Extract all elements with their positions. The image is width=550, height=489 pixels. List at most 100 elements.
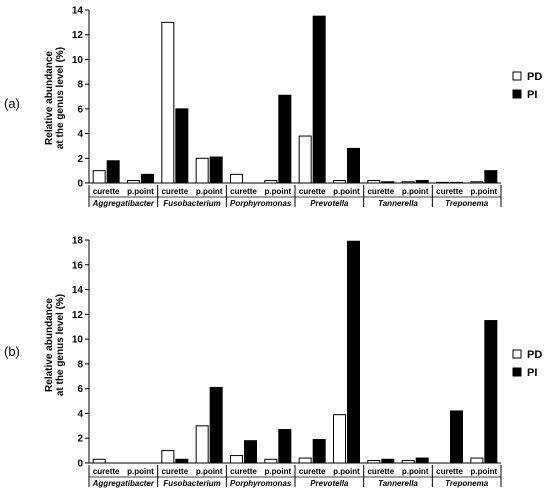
bar-pd-ppoint bbox=[127, 180, 140, 184]
genus-label: Treponema bbox=[445, 479, 489, 488]
bar-pi-curette bbox=[381, 458, 395, 464]
y-tick-label: 18 bbox=[72, 236, 84, 247]
x-category-label: curette bbox=[161, 467, 188, 476]
genus-label: Porphyromonas bbox=[230, 199, 292, 208]
y-tick-label: 4 bbox=[77, 409, 83, 420]
genus-label: Fusobacterium bbox=[163, 199, 220, 208]
legend-label-pi: PI bbox=[527, 367, 537, 379]
bar-pd-curette bbox=[367, 180, 381, 184]
bar-pi-ppoint bbox=[347, 240, 360, 464]
legend-label-pd: PD bbox=[527, 349, 542, 361]
x-category-label: p.point bbox=[196, 187, 223, 196]
bar-pi-curette bbox=[381, 181, 395, 184]
y-tick-label: 2 bbox=[77, 154, 83, 165]
x-category-label: curette bbox=[367, 467, 394, 476]
bar-pd-ppoint bbox=[470, 181, 484, 184]
x-category-label: curette bbox=[230, 187, 257, 196]
y-tick-label: 6 bbox=[77, 384, 83, 395]
bar-pd-curette bbox=[161, 450, 175, 464]
bar-pd-ppoint bbox=[401, 181, 415, 184]
y-tick-label: 14 bbox=[72, 285, 84, 296]
bar-pi-curette bbox=[175, 108, 189, 184]
x-category-label: p.point bbox=[402, 467, 429, 476]
x-category-label: p.point bbox=[333, 467, 360, 476]
bar-pd-curette bbox=[298, 457, 312, 464]
y-axis-title-line: at the genus level (%) bbox=[55, 294, 66, 396]
y-axis-title: Relative abundanceat the genus level (%) bbox=[44, 294, 66, 396]
x-category-label: curette bbox=[436, 187, 463, 196]
bar-pi-curette bbox=[244, 440, 257, 464]
bar-pd-curette bbox=[230, 173, 243, 184]
bar-pd-curette bbox=[161, 21, 175, 184]
y-tick-label: 12 bbox=[72, 30, 84, 41]
bar-pd-ppoint bbox=[470, 457, 484, 464]
bar-pi-curette bbox=[450, 410, 463, 464]
chart-panel-b: (b) Relative abundanceat the genus level … bbox=[4, 236, 542, 489]
bar-pi-ppoint bbox=[278, 429, 292, 464]
bar-pi-ppoint bbox=[209, 386, 223, 464]
bar-pi-curette bbox=[312, 15, 326, 184]
legend-label-pi: PI bbox=[527, 89, 537, 101]
legend-swatch-pd bbox=[512, 71, 522, 81]
bar-pi-ppoint bbox=[278, 94, 292, 184]
y-tick-label: 6 bbox=[77, 104, 83, 115]
genus-label: Aggregatibacter bbox=[92, 199, 155, 208]
bar-pi-ppoint bbox=[209, 156, 223, 184]
y-axis-title-line: at the genus level (%) bbox=[55, 47, 66, 149]
bar-pi-ppoint bbox=[484, 170, 498, 184]
y-tick-label: 10 bbox=[72, 335, 84, 346]
x-category-label: p.point bbox=[127, 187, 154, 196]
bar-pi-ppoint bbox=[347, 147, 360, 184]
y-tick-label: 8 bbox=[77, 359, 83, 370]
x-category-label: curette bbox=[93, 467, 120, 476]
genus-label: Porphyromonas bbox=[230, 479, 292, 488]
x-category-label: p.point bbox=[196, 467, 223, 476]
bar-pd-curette bbox=[436, 181, 449, 184]
x-category-label: p.point bbox=[333, 187, 360, 196]
bar-pd-curette bbox=[298, 135, 312, 184]
x-category-label: curette bbox=[436, 467, 463, 476]
chart-panel-a: (a) Relative abundanceat the genus level … bbox=[4, 6, 542, 209]
y-tick-label: 0 bbox=[77, 179, 83, 190]
bar-pi-ppoint bbox=[415, 180, 429, 184]
x-category-label: p.point bbox=[127, 467, 154, 476]
x-category-label: curette bbox=[367, 187, 394, 196]
legend-swatch-pd bbox=[512, 349, 522, 359]
x-category-label: p.point bbox=[471, 187, 498, 196]
bar-pd-ppoint bbox=[264, 458, 278, 464]
y-axis-title-line: Relative abundance bbox=[44, 298, 55, 392]
x-category-label: p.point bbox=[265, 187, 292, 196]
y-tick-label: 0 bbox=[77, 459, 83, 470]
x-category-label: p.point bbox=[402, 187, 429, 196]
x-category-label: curette bbox=[230, 467, 257, 476]
bar-pi-curette bbox=[450, 181, 463, 184]
bar-pi-ppoint bbox=[484, 320, 498, 464]
x-category-label: p.point bbox=[265, 467, 292, 476]
x-category-label: curette bbox=[161, 187, 188, 196]
genus-label: Aggregatibacter bbox=[92, 479, 155, 488]
x-category-label: curette bbox=[299, 187, 326, 196]
bar-pd-ppoint bbox=[195, 157, 209, 184]
bar-pd-ppoint bbox=[333, 180, 346, 184]
bar-pi-curette bbox=[312, 438, 326, 464]
y-tick-label: 10 bbox=[72, 55, 84, 66]
y-axis-title-line: Relative abundance bbox=[44, 51, 55, 145]
legend-swatch-pi bbox=[512, 367, 522, 377]
bar-pi-ppoint bbox=[141, 173, 154, 184]
bar-pd-ppoint bbox=[195, 425, 209, 464]
bar-pd-ppoint bbox=[264, 180, 278, 184]
bar-pd-curette bbox=[92, 170, 106, 184]
bar-pi-ppoint bbox=[415, 457, 429, 464]
bar-pi-curette bbox=[106, 160, 120, 184]
genus-label: Prevotella bbox=[310, 479, 349, 488]
y-tick-label: 14 bbox=[72, 6, 84, 17]
bar-pd-curette bbox=[92, 458, 106, 464]
x-category-label: curette bbox=[299, 467, 326, 476]
y-tick-label: 4 bbox=[77, 129, 83, 140]
y-tick-label: 2 bbox=[77, 434, 83, 445]
legend-label-pd: PD bbox=[527, 71, 542, 83]
genus-label: Treponema bbox=[445, 199, 489, 208]
bar-pd-ppoint bbox=[401, 460, 415, 464]
bar-pi-curette bbox=[175, 458, 189, 464]
